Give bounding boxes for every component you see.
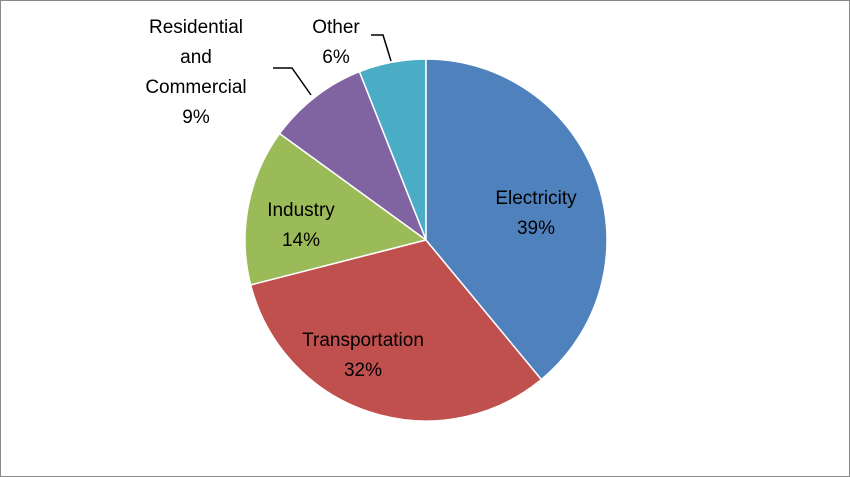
pie-slice <box>244 132 428 286</box>
category-label: Electricity <box>495 188 577 209</box>
slice-label: Residential and Commercial 9% <box>131 13 261 133</box>
slice-label: Other 6% <box>291 13 381 73</box>
category-label: Industry <box>267 200 335 221</box>
pie-slice <box>278 70 428 243</box>
slice-label: Electricity 39% <box>456 184 616 244</box>
value-label: 6% <box>322 47 350 68</box>
slice-label: Transportation 32% <box>273 326 453 386</box>
value-label: 39% <box>516 218 556 239</box>
leader-line <box>371 34 392 62</box>
category-label: Other <box>312 17 360 38</box>
category-label: Residential and Commercial <box>145 17 247 98</box>
value-label: 32% <box>343 360 383 381</box>
slice-label: Industry 14% <box>241 196 361 256</box>
leader-line <box>273 67 312 96</box>
pie-slice <box>249 239 543 422</box>
value-label: 14% <box>281 230 321 251</box>
value-label: 9% <box>182 107 210 128</box>
category-label: Transportation <box>302 330 424 351</box>
pie-slice <box>425 58 608 381</box>
